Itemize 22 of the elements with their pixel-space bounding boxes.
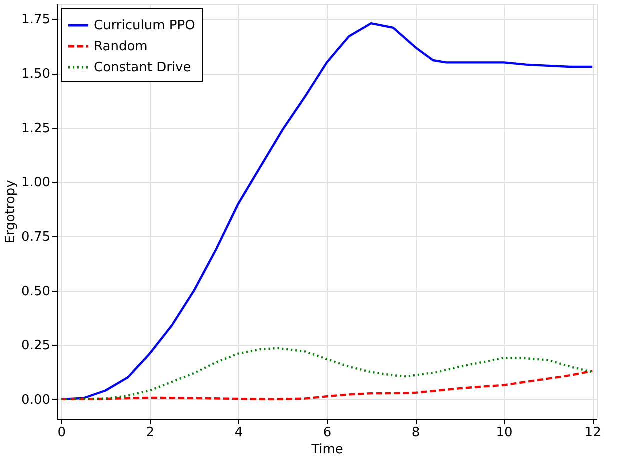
y-axis-title: Ergotropy bbox=[4, 180, 19, 244]
y-tick-label: 1.00 bbox=[22, 176, 50, 191]
legend-label: Curriculum PPO bbox=[94, 18, 196, 34]
legend-label: Random bbox=[94, 40, 148, 54]
x-axis-title: Time bbox=[310, 442, 344, 458]
y-tick-label: 0.25 bbox=[22, 338, 50, 354]
legend-label: Constant Drive bbox=[94, 60, 192, 76]
y-tick-label: 0.75 bbox=[22, 230, 50, 245]
y-tick-label: 0.50 bbox=[22, 284, 50, 300]
line-series bbox=[60, 370, 594, 401]
y-tick-label: 1.50 bbox=[22, 67, 50, 82]
x-tick-label: 6 bbox=[323, 426, 332, 440]
x-tick-label: 0 bbox=[58, 426, 66, 440]
y-tick-label: 1.75 bbox=[22, 12, 50, 28]
line-series bbox=[60, 347, 594, 401]
x-tick-label: 4 bbox=[234, 426, 244, 440]
y-tick-label: 1.25 bbox=[22, 121, 50, 136]
y-tick-label: 0.00 bbox=[22, 392, 50, 408]
x-tick-label: 10 bbox=[496, 426, 513, 440]
x-tick-label: 8 bbox=[412, 426, 420, 440]
x-tick-label: 12 bbox=[584, 426, 602, 440]
x-tick-label: 2 bbox=[146, 426, 155, 440]
